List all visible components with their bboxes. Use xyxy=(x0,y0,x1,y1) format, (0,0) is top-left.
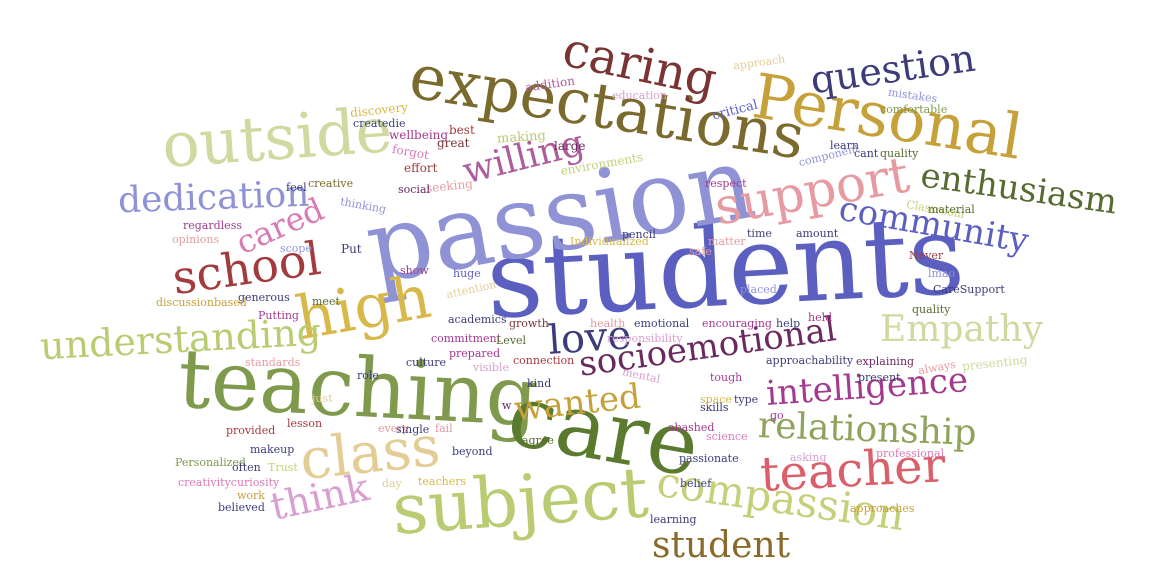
cloud-word: learn xyxy=(830,139,859,152)
cloud-word: approaches xyxy=(850,502,915,515)
cloud-word: day xyxy=(382,477,402,490)
cloud-word: learning xyxy=(650,513,697,526)
cloud-word: science xyxy=(706,430,748,443)
cloud-word: health xyxy=(590,317,626,330)
cloud-word: skills xyxy=(700,401,729,414)
cloud-word: generous xyxy=(238,291,290,304)
cloud-word: student xyxy=(652,525,791,566)
cloud-word: often xyxy=(232,461,261,474)
cloud-word: just xyxy=(312,392,333,405)
cloud-word: held xyxy=(808,311,833,324)
cloud-word: lmao xyxy=(928,267,956,280)
cloud-word: abashed xyxy=(668,421,715,434)
cloud-word: respect xyxy=(705,177,747,190)
cloud-word: standards xyxy=(245,356,301,369)
cloud-word: opinions xyxy=(172,233,220,246)
cloud-word: passionate xyxy=(679,452,739,465)
cloud-word: presenting xyxy=(961,352,1029,374)
cloud-word: culture xyxy=(406,356,447,369)
cloud-word: Level xyxy=(496,334,527,347)
cloud-word: quality xyxy=(880,147,919,160)
cloud-word: cant xyxy=(854,147,879,160)
cloud-word: social xyxy=(398,183,431,196)
cloud-word: time xyxy=(747,227,772,240)
cloud-word: Empathy xyxy=(880,309,1043,350)
cloud-word: teachers xyxy=(418,475,467,488)
cloud-word: comfortable xyxy=(880,103,948,116)
cloud-word: best xyxy=(449,123,475,137)
cloud-word: responsibility xyxy=(607,332,683,345)
cloud-word: fail xyxy=(435,422,453,435)
cloud-word: go xyxy=(770,409,784,422)
cloud-word: Put xyxy=(341,242,362,256)
cloud-word: creativitycuriosity xyxy=(178,476,280,489)
cloud-word: every xyxy=(378,422,409,435)
cloud-word: prepared xyxy=(449,347,501,360)
cloud-word: professional xyxy=(876,447,945,460)
cloud-word: Never xyxy=(909,249,944,262)
cloud-word: feel xyxy=(286,181,307,194)
cloud-word: role xyxy=(357,369,379,382)
cloud-word: creative xyxy=(308,177,354,190)
cloud-word: asking xyxy=(790,451,827,464)
cloud-word: pencil xyxy=(622,228,656,241)
cloud-word: believed xyxy=(218,501,265,514)
cloud-word: growth xyxy=(509,317,549,330)
cloud-word: emotional xyxy=(634,317,690,330)
cloud-word: meet xyxy=(312,295,340,308)
cloud-word: type xyxy=(734,393,759,406)
cloud-word: commitment xyxy=(431,332,502,345)
cloud-word: single xyxy=(396,423,430,436)
cloud-word: material xyxy=(928,203,975,216)
cloud-word: amount xyxy=(796,227,839,240)
cloud-word: huge xyxy=(453,267,481,280)
cloud-word: present xyxy=(858,371,901,384)
cloud-word: Trust xyxy=(268,461,298,474)
cloud-word: makeup xyxy=(250,443,295,456)
cloud-word: agree xyxy=(522,434,554,447)
cloud-word: wellbeing xyxy=(389,128,449,142)
cloud-word: discussionbased xyxy=(156,296,247,309)
cloud-word: space xyxy=(700,393,732,406)
cloud-word: large xyxy=(554,139,586,153)
cloud-word: connection xyxy=(513,354,575,367)
cloud-word: help xyxy=(776,317,801,330)
cloud-word: academics xyxy=(448,313,507,326)
cloud-word: work xyxy=(237,489,265,502)
cloud-word: explaining xyxy=(856,355,915,368)
cloud-word: safe xyxy=(689,245,712,258)
cloud-word: think xyxy=(266,465,373,529)
cloud-word: great xyxy=(437,136,470,150)
cloud-word: forgot xyxy=(391,141,431,163)
cloud-word: w xyxy=(502,399,512,412)
cloud-word: belief xyxy=(680,477,712,490)
cloud-word: show xyxy=(400,264,429,277)
cloud-word: making xyxy=(496,128,547,147)
cloud-word: relationship xyxy=(757,405,978,454)
cloud-word: Personalized xyxy=(175,456,246,469)
cloud-word: approachability xyxy=(766,354,854,367)
cloud-word: createdie xyxy=(353,117,406,130)
cloud-word: beyond xyxy=(452,445,493,458)
cloud-word: education xyxy=(612,89,667,102)
cloud-word: tough xyxy=(710,371,743,384)
cloud-word: scope xyxy=(280,242,312,255)
cloud-word: visible xyxy=(473,361,509,374)
cloud-word: Putting xyxy=(258,309,299,322)
cloud-word: lesson xyxy=(287,417,323,430)
cloud-word: matter xyxy=(708,235,746,248)
cloud-word: Individualized xyxy=(570,235,649,248)
cloud-word: provided xyxy=(226,424,276,437)
cloud-word: regardless xyxy=(183,219,242,232)
cloud-word: effort xyxy=(404,161,438,175)
cloud-word: encouraging xyxy=(702,317,772,330)
cloud-word: placed xyxy=(740,283,777,296)
cloud-word: CareSupport xyxy=(933,283,1005,296)
cloud-word: kind xyxy=(527,377,552,390)
cloud-word: quality xyxy=(912,303,951,316)
